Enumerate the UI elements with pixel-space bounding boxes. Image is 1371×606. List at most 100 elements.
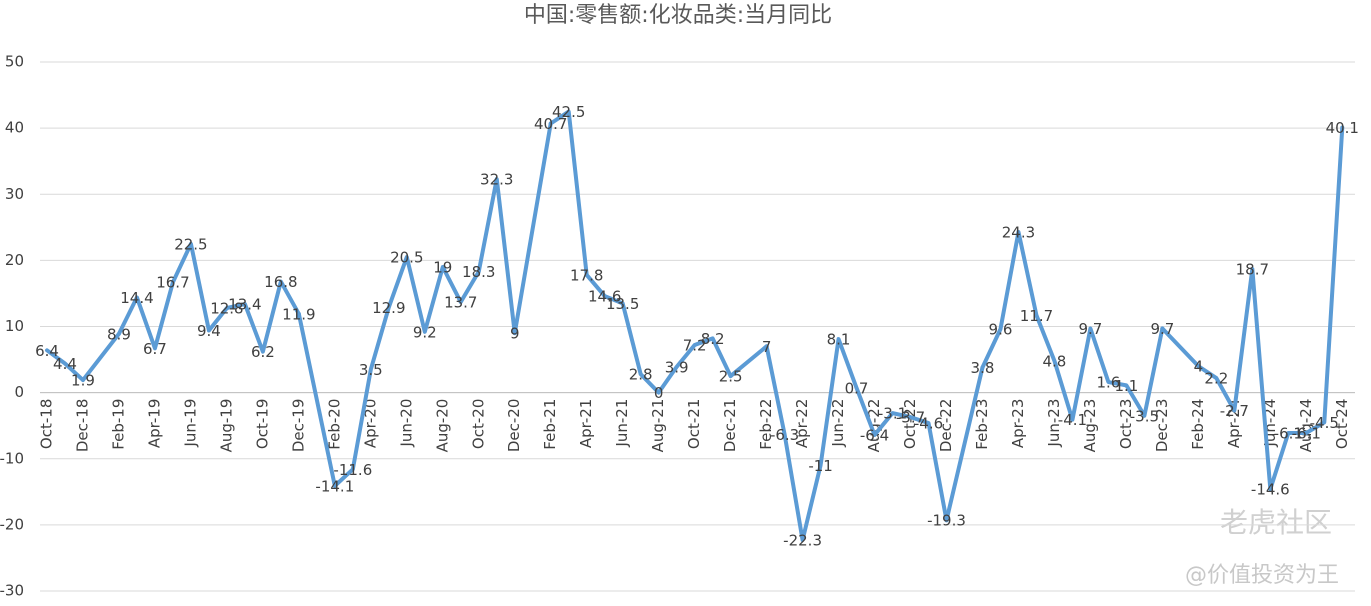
data-label: -3.5 — [1130, 407, 1159, 425]
x-tick-label: Jun-19 — [181, 399, 199, 448]
data-label: 12.8 — [210, 299, 243, 317]
data-label: -2.7 — [1220, 402, 1249, 420]
data-label: 18.3 — [462, 263, 495, 281]
data-label: -4.6 — [914, 415, 943, 433]
x-tick-label: Feb-24 — [1189, 399, 1207, 450]
data-label: 14.6 — [588, 288, 621, 306]
x-tick-label: Feb-21 — [541, 399, 559, 450]
data-label: 11.7 — [1020, 307, 1053, 325]
data-line — [116, 241, 301, 354]
data-label: 0.7 — [845, 379, 869, 397]
gap-connector — [728, 344, 769, 379]
data-line — [1196, 125, 1345, 492]
data-label: 1.1 — [1114, 377, 1138, 395]
data-label: 12.9 — [372, 299, 405, 317]
x-tick-label: Aug-21 — [649, 399, 667, 453]
data-label: 6.2 — [251, 343, 275, 361]
x-tick-label: Feb-20 — [325, 399, 343, 450]
y-tick-label: 10 — [5, 317, 24, 335]
x-tick-label: Apr-22 — [793, 399, 811, 449]
x-tick-label: Aug-24 — [1297, 399, 1315, 453]
data-label: 40.1 — [1326, 119, 1359, 137]
data-label: -6.1 — [1292, 424, 1321, 442]
data-label: -11.6 — [333, 461, 372, 479]
data-line — [45, 348, 85, 383]
x-tick-label: Oct-23 — [1117, 399, 1135, 449]
y-tick-label: -10 — [0, 449, 24, 467]
data-label: 13.7 — [444, 294, 477, 312]
data-label: 24.3 — [1002, 223, 1035, 241]
data-label: 9.7 — [1078, 320, 1102, 338]
data-label: 2.8 — [629, 366, 653, 384]
data-label: 3.9 — [665, 358, 689, 376]
data-label: 8.2 — [701, 330, 725, 348]
x-tick-label: Dec-23 — [1153, 399, 1171, 453]
data-label: -3.1 — [878, 405, 907, 423]
x-tick-label: Jun-20 — [397, 399, 415, 448]
data-label: 18.7 — [1236, 260, 1269, 278]
x-tick-label: Apr-21 — [577, 399, 595, 449]
x-tick-label: Jun-23 — [1045, 399, 1063, 448]
x-tick-label: Dec-18 — [73, 399, 91, 453]
gap-connector — [296, 311, 337, 488]
y-tick-label: -20 — [0, 515, 24, 533]
x-tick-label: Apr-19 — [145, 399, 163, 449]
y-tick-label: 20 — [5, 251, 24, 269]
data-label: 6.4 — [35, 342, 59, 360]
data-label: -6.1 — [1274, 424, 1303, 442]
x-tick-label: Apr-23 — [1009, 399, 1027, 449]
data-label: -3.7 — [896, 409, 925, 427]
x-tick-label: Dec-22 — [937, 399, 955, 453]
x-tick-label: Oct-20 — [469, 399, 487, 449]
data-label: -4.1 — [1058, 411, 1087, 429]
gap-connector — [80, 331, 121, 383]
data-label: -4.5 — [1310, 414, 1339, 432]
data-label: 4.4 — [53, 355, 77, 373]
data-label: 8.9 — [107, 325, 131, 343]
y-tick-label: 0 — [14, 383, 24, 401]
data-label: 3.8 — [971, 359, 995, 377]
data-label: 9.2 — [413, 323, 437, 341]
data-label: 17.8 — [570, 266, 603, 284]
data-label: 20.5 — [390, 249, 423, 267]
watermark-brand: 老虎社区 — [1220, 506, 1332, 539]
data-label: 16.7 — [156, 274, 189, 292]
data-label: 3.5 — [359, 361, 383, 379]
x-tick-label: Jun-21 — [613, 399, 631, 448]
x-tick-label: Feb-22 — [757, 399, 775, 450]
x-tick-label: Dec-21 — [721, 399, 739, 453]
data-label: -6.4 — [860, 426, 889, 444]
data-label: -22.3 — [783, 532, 822, 550]
data-label: 11.9 — [282, 305, 315, 323]
x-tick-label: Oct-21 — [685, 399, 703, 449]
data-label: 9.6 — [989, 321, 1013, 339]
y-tick-label: -30 — [0, 582, 24, 600]
x-tick-label: Feb-23 — [973, 399, 991, 450]
data-line — [980, 229, 1165, 422]
y-tick-label: 40 — [5, 119, 24, 137]
data-line — [548, 109, 733, 395]
x-tick-label: Dec-20 — [505, 399, 523, 453]
data-label: 40.7 — [534, 115, 567, 133]
chart-title: 中国:零售额:化妆品类:当月同比 — [524, 3, 832, 28]
data-label: 2.5 — [719, 368, 743, 386]
data-label: 42.5 — [552, 103, 585, 121]
data-label: -14.1 — [315, 477, 354, 495]
x-tick-label: Feb-19 — [109, 399, 127, 450]
gap-connector — [512, 121, 553, 336]
data-label: -14.6 — [1251, 481, 1290, 499]
data-label: -6.3 — [770, 426, 799, 444]
data-label: 32.3 — [480, 171, 513, 189]
x-tick-label: Aug-19 — [217, 399, 235, 453]
data-label: 13.5 — [606, 295, 639, 313]
data-label: 6.7 — [143, 340, 167, 358]
x-tick-label: Oct-22 — [901, 399, 919, 449]
x-tick-label: Oct-24 — [1333, 399, 1351, 449]
data-label: -11 — [808, 457, 833, 475]
data-label: 1.6 — [1096, 374, 1120, 392]
data-label: 2.2 — [1204, 370, 1228, 388]
x-tick-label: Apr-24 — [1225, 399, 1243, 449]
x-tick-label: Aug-23 — [1081, 399, 1099, 453]
data-label: 1.9 — [71, 372, 95, 390]
